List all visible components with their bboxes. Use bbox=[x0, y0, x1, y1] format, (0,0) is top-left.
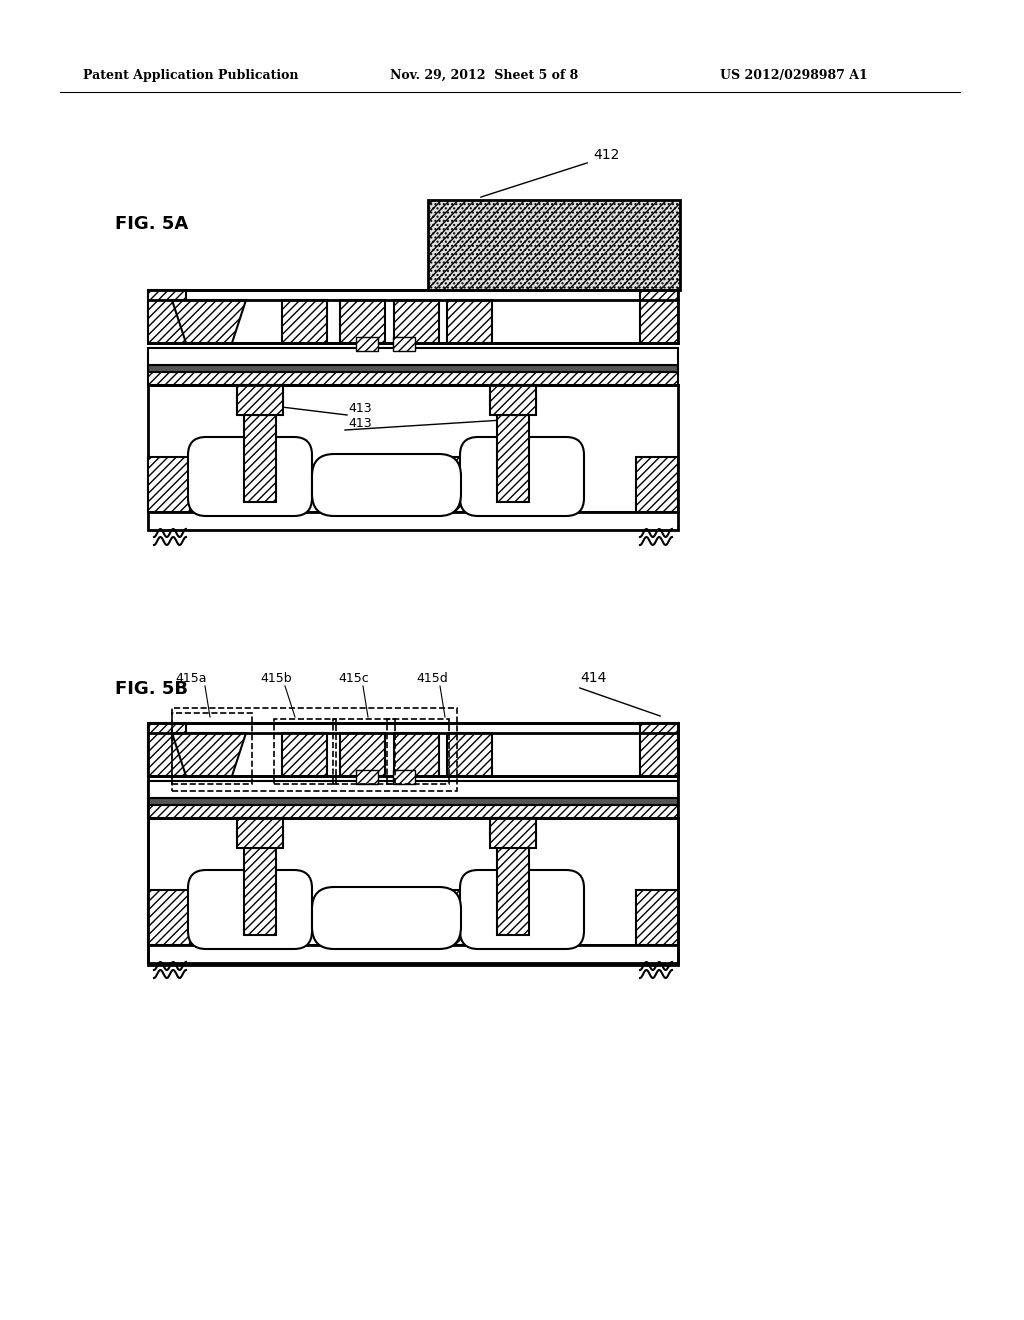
Bar bbox=[282, 733, 327, 776]
Bar bbox=[497, 836, 529, 935]
Text: 415b: 415b bbox=[260, 672, 292, 685]
Text: 415a: 415a bbox=[175, 672, 207, 685]
Bar bbox=[172, 713, 252, 784]
Bar bbox=[172, 708, 457, 791]
Bar bbox=[428, 201, 680, 290]
Text: 413: 413 bbox=[348, 403, 372, 414]
Text: 414: 414 bbox=[580, 671, 606, 685]
FancyBboxPatch shape bbox=[312, 454, 461, 516]
Bar bbox=[282, 300, 327, 343]
Bar bbox=[148, 799, 678, 805]
Bar bbox=[394, 733, 439, 776]
Bar bbox=[393, 337, 415, 351]
FancyBboxPatch shape bbox=[312, 887, 461, 949]
Bar bbox=[490, 818, 536, 847]
FancyBboxPatch shape bbox=[460, 870, 584, 949]
Bar bbox=[148, 348, 678, 366]
Bar bbox=[453, 890, 505, 945]
Bar bbox=[497, 403, 529, 502]
Bar bbox=[490, 385, 536, 414]
Text: 412: 412 bbox=[593, 148, 620, 162]
FancyBboxPatch shape bbox=[237, 385, 283, 414]
Bar bbox=[428, 201, 680, 290]
Text: Patent Application Publication: Patent Application Publication bbox=[83, 69, 299, 82]
Text: Nov. 29, 2012  Sheet 5 of 8: Nov. 29, 2012 Sheet 5 of 8 bbox=[390, 69, 579, 82]
FancyBboxPatch shape bbox=[490, 385, 536, 414]
Bar bbox=[447, 733, 492, 776]
Bar bbox=[394, 300, 439, 343]
Bar bbox=[640, 290, 678, 343]
Bar bbox=[447, 300, 492, 343]
Bar bbox=[148, 945, 678, 964]
Text: FIG. 5A: FIG. 5A bbox=[115, 215, 188, 234]
Bar bbox=[148, 290, 678, 343]
FancyBboxPatch shape bbox=[490, 818, 536, 847]
FancyBboxPatch shape bbox=[460, 437, 584, 516]
Bar bbox=[237, 385, 283, 414]
Text: US 2012/0298987 A1: US 2012/0298987 A1 bbox=[720, 69, 867, 82]
Bar bbox=[148, 723, 186, 776]
Text: 415d: 415d bbox=[416, 672, 447, 685]
Bar bbox=[640, 723, 678, 776]
Bar bbox=[393, 770, 415, 784]
FancyBboxPatch shape bbox=[188, 870, 312, 949]
Bar bbox=[356, 770, 378, 784]
Bar bbox=[148, 818, 678, 945]
Bar bbox=[148, 366, 678, 372]
Bar bbox=[222, 890, 274, 945]
Bar bbox=[148, 781, 678, 799]
Bar bbox=[244, 836, 276, 935]
Bar bbox=[148, 457, 190, 512]
Text: 415c: 415c bbox=[338, 672, 369, 685]
Bar bbox=[148, 385, 678, 512]
Bar bbox=[148, 512, 678, 531]
Polygon shape bbox=[172, 733, 246, 776]
FancyBboxPatch shape bbox=[188, 437, 312, 516]
Bar bbox=[148, 723, 678, 965]
Bar bbox=[237, 818, 283, 847]
Bar bbox=[148, 723, 678, 776]
Text: FIG. 5B: FIG. 5B bbox=[115, 680, 188, 698]
Bar bbox=[333, 719, 395, 784]
Bar bbox=[148, 290, 186, 343]
Polygon shape bbox=[172, 300, 246, 343]
Bar bbox=[148, 890, 190, 945]
Bar bbox=[148, 372, 678, 385]
Bar bbox=[356, 337, 378, 351]
Bar bbox=[340, 733, 385, 776]
FancyBboxPatch shape bbox=[237, 818, 283, 847]
Bar bbox=[636, 457, 678, 512]
Bar bbox=[244, 403, 276, 502]
Bar bbox=[222, 457, 274, 512]
Text: 413: 413 bbox=[348, 417, 372, 430]
Bar bbox=[274, 719, 336, 784]
Bar bbox=[340, 300, 385, 343]
Bar bbox=[148, 805, 678, 818]
Bar bbox=[636, 890, 678, 945]
Bar bbox=[453, 457, 505, 512]
Bar bbox=[387, 719, 449, 784]
